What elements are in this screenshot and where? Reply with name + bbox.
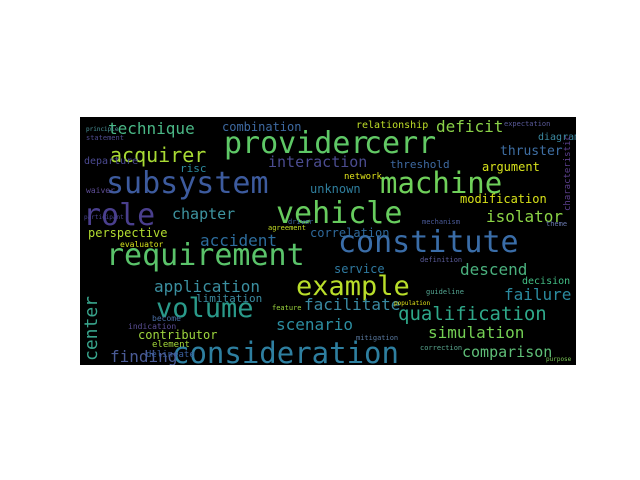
word: decision: [522, 276, 571, 287]
word: example: [296, 271, 410, 302]
word: finding: [110, 347, 178, 365]
word: feature: [272, 304, 302, 312]
word: driver: [288, 218, 314, 226]
word: threshold: [390, 158, 450, 171]
word: become: [152, 314, 181, 323]
word: agreement: [268, 224, 306, 232]
word: comparison: [462, 343, 553, 361]
word: descend: [460, 260, 528, 279]
word: scenario: [276, 315, 354, 334]
word: delineate: [146, 350, 195, 360]
word: simulation: [428, 323, 525, 342]
word: purpose: [546, 356, 572, 363]
word: participant: [84, 214, 124, 221]
word: network: [344, 172, 382, 182]
word: principle: [86, 126, 119, 133]
word: subsystem: [106, 166, 269, 201]
word: provider: [224, 126, 369, 161]
word: element: [152, 340, 190, 350]
word: deficit: [436, 117, 504, 136]
word-cloud: consideration requirement constitute sub…: [80, 117, 576, 365]
word: isolator: [486, 207, 564, 226]
word: machine: [380, 166, 503, 200]
word: accident: [200, 231, 278, 250]
word: indication: [128, 322, 177, 331]
word: qualification: [398, 303, 547, 325]
word: service: [334, 262, 385, 276]
word: departure: [84, 156, 139, 167]
word: cerr: [364, 126, 437, 161]
word: mechanism: [422, 218, 460, 226]
word: argument: [482, 160, 540, 174]
word: unknown: [310, 182, 361, 196]
word: guideline: [426, 288, 464, 296]
word: correlation: [310, 226, 390, 240]
word: technique: [108, 119, 195, 138]
word: correction: [420, 344, 463, 352]
word: volume: [156, 293, 254, 324]
word: facilitate: [304, 295, 401, 314]
word: diagram: [538, 132, 576, 143]
word: application: [154, 277, 260, 296]
word: risc: [180, 162, 207, 175]
word: characteristic: [563, 135, 573, 211]
word: definition: [420, 256, 463, 264]
word: contributor: [138, 328, 218, 342]
word: constitute: [338, 225, 519, 260]
word: vehicle: [276, 196, 403, 231]
word: role: [83, 198, 156, 233]
word: combination: [222, 120, 302, 134]
word: modification: [460, 192, 547, 206]
word: statement: [86, 134, 124, 142]
word: relationship: [356, 120, 429, 131]
word: perspective: [88, 226, 168, 240]
word: expectation: [504, 120, 551, 128]
word: limitation: [196, 292, 263, 305]
word: requirement: [106, 238, 305, 273]
word: mitigation: [356, 334, 399, 342]
word: theme: [546, 220, 568, 228]
word: interaction: [268, 153, 368, 171]
word: center: [81, 295, 102, 361]
word: thruster: [500, 144, 563, 159]
word: failure: [504, 285, 572, 304]
word: acquirer: [110, 143, 207, 167]
word: waiver: [86, 186, 115, 195]
word: population: [394, 300, 431, 307]
word: evaluator: [120, 240, 164, 249]
word: chapter: [172, 205, 236, 223]
word: consideration: [172, 336, 399, 366]
